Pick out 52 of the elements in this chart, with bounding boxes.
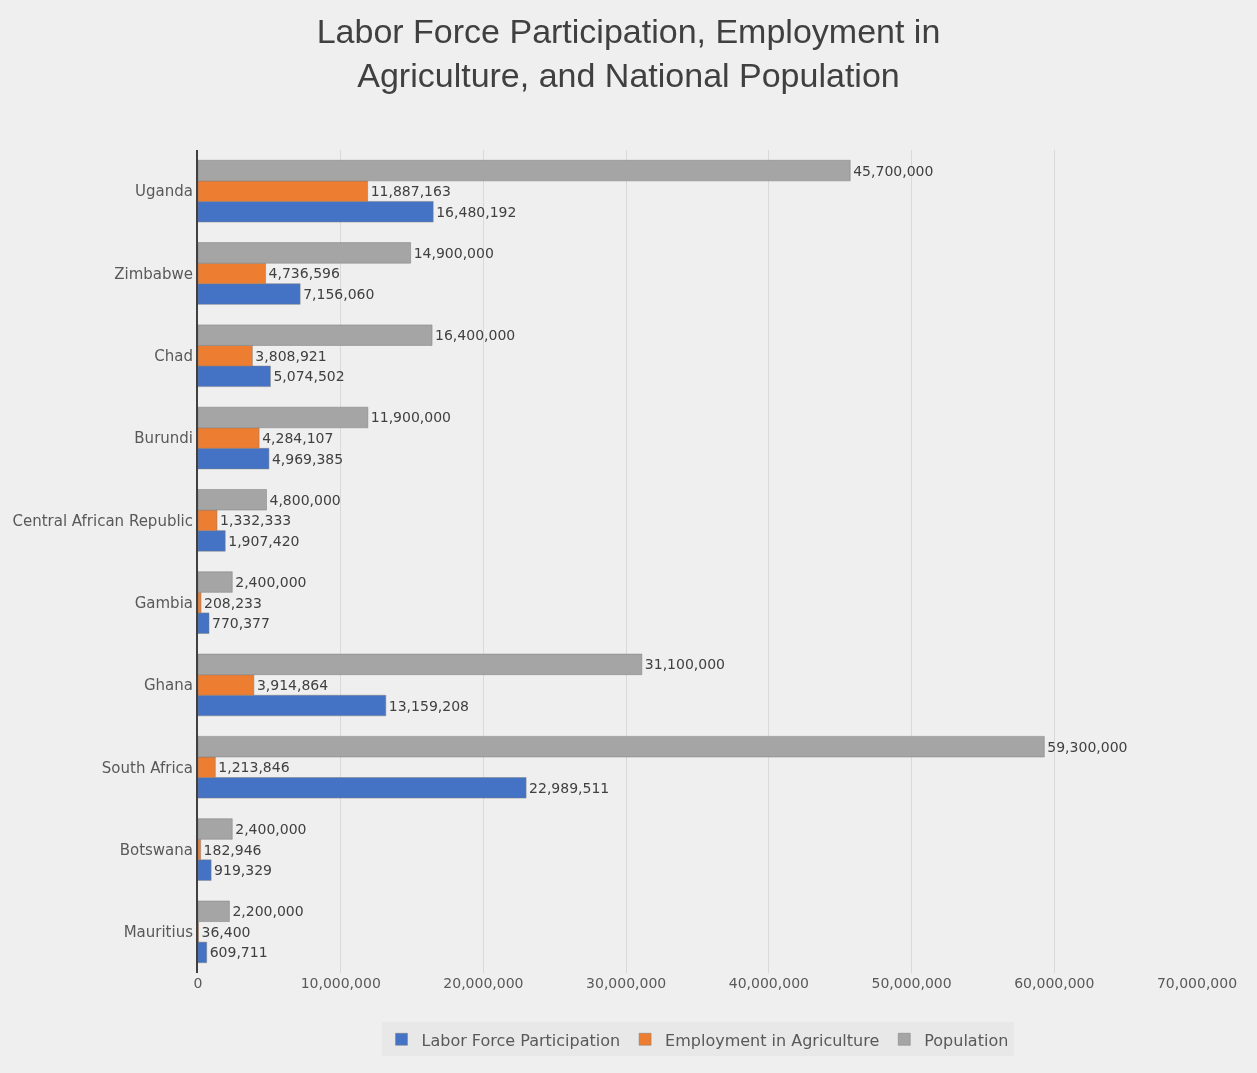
data-label: 770,377 bbox=[211, 615, 270, 632]
legend-label: Employment in Agriculture bbox=[665, 1030, 880, 1050]
data-label: 1,213,846 bbox=[218, 759, 290, 776]
data-label: 2,200,000 bbox=[232, 903, 304, 920]
y-tick-label: Botswana bbox=[119, 840, 193, 859]
data-label: 4,284,107 bbox=[262, 430, 334, 447]
chart-title: Labor Force Participation, Employment in Agriculture, and National Population bbox=[316, 11, 941, 95]
data-label: 36,400 bbox=[201, 923, 251, 940]
x-tick-label: 30,000,000 bbox=[586, 975, 667, 991]
y-tick-label: Gambia bbox=[134, 593, 193, 612]
data-label: 3,914,864 bbox=[256, 676, 329, 693]
legend-label: Labor Force Participation bbox=[421, 1030, 621, 1050]
data-label: 16,400,000 bbox=[435, 327, 516, 344]
data-label: 45,700,000 bbox=[853, 162, 934, 179]
y-tick-label: Zimbabwe bbox=[114, 264, 193, 283]
data-label: 14,900,000 bbox=[413, 244, 494, 261]
data-label: 31,100,000 bbox=[644, 656, 726, 673]
data-label: 4,969,385 bbox=[271, 450, 344, 467]
y-tick-label: Mauritius bbox=[123, 923, 194, 942]
x-tick-label: 70,000,000 bbox=[1156, 975, 1238, 991]
legend-label: Population bbox=[924, 1030, 1009, 1050]
data-label: 13,159,208 bbox=[388, 697, 469, 714]
data-label: 11,887,163 bbox=[370, 183, 451, 200]
y-tick-label: Uganda bbox=[135, 182, 193, 201]
y-tick-label: Chad bbox=[154, 347, 193, 365]
data-label: 1,332,333 bbox=[220, 512, 292, 529]
data-label: 5,074,502 bbox=[273, 368, 345, 385]
data-label: 11,900,000 bbox=[370, 409, 451, 426]
x-tick-label: 10,000,000 bbox=[300, 975, 381, 991]
x-tick-label: 0 bbox=[193, 975, 203, 991]
data-label: 182,946 bbox=[203, 841, 262, 858]
data-label: 609,711 bbox=[209, 944, 268, 961]
data-label: 7,156,060 bbox=[303, 286, 375, 303]
x-tick-label: 50,000,000 bbox=[871, 975, 952, 991]
data-label: 2,400,000 bbox=[235, 820, 307, 837]
data-label: 16,480,192 bbox=[436, 203, 517, 220]
data-label: 208,233 bbox=[203, 594, 262, 611]
x-tick-label: 60,000,000 bbox=[1014, 975, 1095, 991]
data-label: 4,800,000 bbox=[269, 491, 341, 508]
y-tick-label: South Africa bbox=[101, 758, 193, 777]
data-label: 2,400,000 bbox=[235, 574, 307, 591]
y-tick-label: Burundi bbox=[134, 429, 193, 448]
x-tick-label: 40,000,000 bbox=[728, 975, 809, 991]
data-label: 22,989,511 bbox=[529, 779, 610, 796]
data-label: 919,329 bbox=[214, 862, 273, 879]
data-label: 1,907,420 bbox=[228, 532, 300, 549]
data-label: 3,808,921 bbox=[255, 347, 327, 364]
y-tick-label: Ghana bbox=[143, 676, 193, 695]
data-label: 4,736,596 bbox=[268, 265, 340, 282]
data-label: 59,300,000 bbox=[1047, 738, 1128, 755]
y-tick-label: Central African Republic bbox=[12, 511, 193, 530]
x-tick-label: 20,000,000 bbox=[443, 975, 524, 991]
